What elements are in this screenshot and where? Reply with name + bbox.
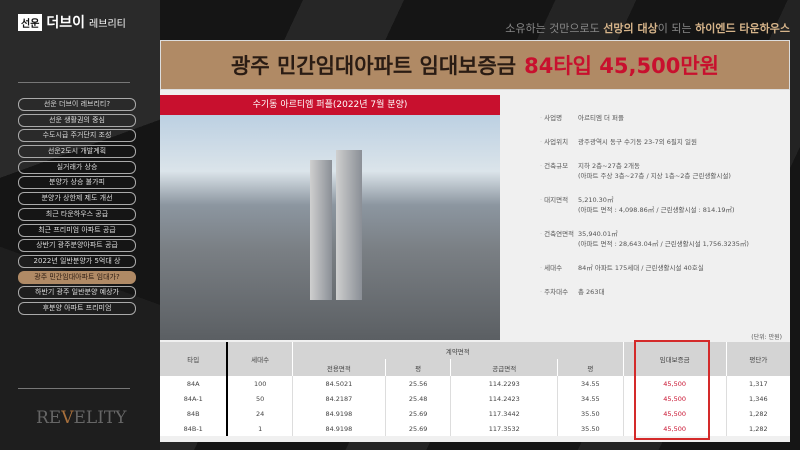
main-panel: 광주 민간임대아파트 임대보증금 84타입 45,500만원 수기동 아르티엠 퍼…: [160, 40, 790, 442]
info-key: 사업명: [540, 112, 578, 122]
sidebar-item[interactable]: 후분양 아파트 프리미엄: [18, 301, 136, 315]
col-pyeong: 평: [557, 359, 624, 376]
slogan: 소유하는 것만으로도 선망의 대상이 되는 하이엔드 타운하우스: [505, 22, 790, 35]
sidebar-item[interactable]: 수도시급 주거단지 조성: [18, 129, 136, 143]
sidebar-item[interactable]: 실거래가 상승: [18, 160, 136, 174]
photo-caption: 수기동 아르티엠 퍼플(2022년 7월 분양): [160, 95, 500, 115]
table-cell: 24: [226, 406, 293, 421]
table-cell: 35.50: [557, 406, 624, 421]
col-supply-area: 공급면적: [450, 359, 558, 376]
table-cell: 1,346: [725, 391, 790, 406]
table-cell: 117.3532: [450, 421, 558, 436]
col-contract-area: 계약면적: [291, 342, 624, 359]
sidebar-item[interactable]: 2022년 일반분양가 5억대 상: [18, 254, 136, 268]
info-value: 35,940.01㎡ (아파트 면적 : 28,643.04㎡ / 근린생활시설 …: [578, 230, 749, 248]
table-cell: 84.9198: [291, 421, 386, 436]
building-photo: [160, 115, 500, 340]
logo-name: 더브이: [46, 15, 86, 31]
logo-sub: 레브리티: [89, 18, 126, 30]
sidebar-item[interactable]: 선운2도시 개발계획: [18, 145, 136, 159]
info-value: 84㎡ 아파트 175세대 / 근린생활시설 40호실: [578, 264, 704, 272]
unit-label: (단위: 만원): [751, 334, 782, 341]
info-value: 5,210.30㎡ (아파트 면적 : 4,098.86㎡ / 근린생활시설 : …: [578, 196, 735, 214]
table-cell: 45,500: [622, 421, 727, 436]
price-table: 타입 세대수 계약면적 임대보증금 평단가 전용면적 평 공급면적 평 84A 1…: [160, 342, 790, 436]
brand-logo: REVELITY: [36, 408, 127, 428]
table-cell: 34.55: [557, 376, 624, 391]
table-cell: 84B: [160, 406, 229, 421]
col-pyeong: 평: [384, 359, 451, 376]
ornament-divider: [18, 388, 130, 389]
info-value: 지하 2층~27층 2개동 (아파트 주상 3층~27층 / 지상 1층~2층 근…: [578, 162, 731, 180]
info-value: 아르티엠 더 퍼플: [578, 114, 624, 122]
table-cell: 84A: [160, 376, 229, 391]
title-highlight: 84타입 45,500만원: [524, 54, 719, 78]
table-cell: 45,500: [622, 406, 727, 421]
info-key: 세대수: [540, 262, 578, 272]
table-cell: 25.56: [384, 376, 451, 391]
page-title: 광주 민간임대아파트 임대보증금 84타입 45,500만원: [160, 40, 790, 90]
table-cell: 45,500: [622, 376, 727, 391]
col-price-per-pyeong: 평단가: [725, 342, 790, 376]
info-key: 대지면적: [540, 194, 578, 214]
col-units: 세대수: [226, 342, 293, 376]
table-cell: 25.69: [384, 406, 451, 421]
tower: [310, 160, 332, 300]
table-cell: 25.48: [384, 391, 451, 406]
sidebar-item[interactable]: 상반기 광주분양아파트 공급: [18, 239, 136, 253]
sidebar-item[interactable]: 하반기 광주 일반분양 예상가: [18, 286, 136, 300]
table-cell: 84.5021: [291, 376, 386, 391]
table-cell: 1,282: [725, 406, 790, 421]
sidebar-item[interactable]: 최근 타운하우스 공급: [18, 207, 136, 221]
table-cell: 1,317: [725, 376, 790, 391]
info-value: 광주광역시 동구 수기동 23-7외 6필지 일원: [578, 138, 697, 146]
info-value: 총 263대: [578, 288, 605, 296]
table-cell: 100: [226, 376, 293, 391]
logo[interactable]: 선운 더브이 레브리티: [18, 12, 126, 32]
sidebar-item[interactable]: 분양가 상한제 제도 개선: [18, 192, 136, 206]
info-key: 건축규모: [540, 160, 578, 180]
info-key: 사업위치: [540, 136, 578, 146]
info-key: 건축연면적: [540, 228, 578, 248]
table-cell: 84.2187: [291, 391, 386, 406]
table-cell: 35.50: [557, 421, 624, 436]
table-cell: 84.9198: [291, 406, 386, 421]
col-type: 타입: [160, 342, 229, 376]
table-row: 84B-1 1 84.9198 25.69 117.3532 35.50 45,500 1,2…: [160, 421, 790, 436]
ornament-divider: [18, 82, 130, 83]
table-cell: 50: [226, 391, 293, 406]
col-exclusive-area: 전용면적: [291, 359, 386, 376]
table-cell: 25.69: [384, 421, 451, 436]
sidebar-item[interactable]: 광주 민간임대아파트 임대가?: [18, 270, 136, 284]
table-cell: 84A-1: [160, 391, 229, 406]
table-row: 84A 100 84.5021 25.56 114.2293 34.55 45,500 1,3…: [160, 376, 790, 391]
table-cell: 1: [226, 421, 293, 436]
info-key: 주차대수: [540, 286, 578, 296]
table-cell: 114.2423: [450, 391, 558, 406]
logo-box: 선운: [18, 13, 43, 31]
table-cell: 1,282: [725, 421, 790, 436]
sidebar-item[interactable]: 분양가 상승 불가피: [18, 176, 136, 190]
table-cell: 45,500: [622, 391, 727, 406]
table-cell: 117.3442: [450, 406, 558, 421]
sidebar-item[interactable]: 최근 프리미엄 아파트 공급: [18, 223, 136, 237]
tower: [336, 150, 362, 300]
table-row: 84B 24 84.9198 25.69 117.3442 35.50 45,500 1,28…: [160, 406, 790, 421]
deposit-highlight-box: [634, 340, 710, 440]
table-row: 84A-1 50 84.2187 25.48 114.2423 34.55 45,500 1,…: [160, 391, 790, 406]
sidebar-item[interactable]: 선운 생활권의 중심: [18, 113, 136, 127]
table-cell: 84B-1: [160, 421, 229, 436]
table-cell: 34.55: [557, 391, 624, 406]
sidebar-item[interactable]: 선운 더브이 레브리티?: [18, 98, 136, 111]
table-cell: 114.2293: [450, 376, 558, 391]
